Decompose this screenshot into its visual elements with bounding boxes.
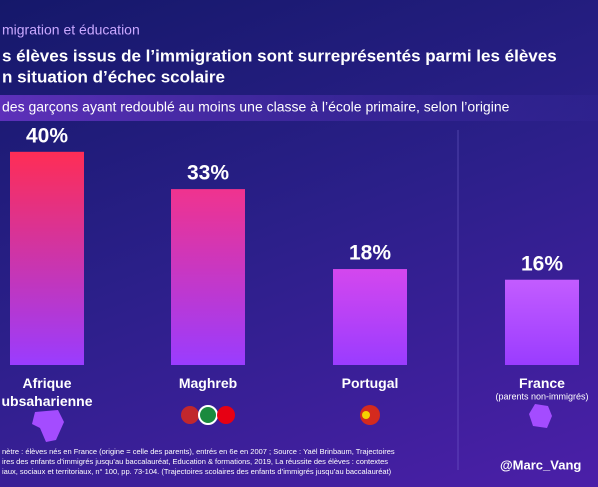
x-tick-label: Maghreb xyxy=(178,375,238,391)
subtitle-band xyxy=(0,95,598,121)
bar xyxy=(333,269,407,365)
bar xyxy=(505,279,579,365)
title: s élèves issus de l’immigration sont sur… xyxy=(2,46,557,65)
x-tick-label: Portugal xyxy=(341,375,399,391)
bar xyxy=(171,189,245,365)
africa-icon xyxy=(32,410,64,442)
footnote: nètre : élèves nés en France (origine = … xyxy=(2,447,395,456)
x-tick-label: France xyxy=(519,375,565,391)
bar xyxy=(10,151,84,365)
value-label: 16% xyxy=(521,252,563,275)
value-label: 18% xyxy=(349,242,391,265)
x-tick-label: Afrique ubsaharienne xyxy=(1,375,93,409)
subtitle: des garçons ayant redoublé au moins une … xyxy=(2,99,510,115)
flag-icon xyxy=(198,405,218,425)
footnote: iaux, sociaux et territoriaux, n° 100, p… xyxy=(2,467,392,476)
value-label: 40% xyxy=(26,124,68,147)
title: n situation d’échec scolaire xyxy=(2,67,225,86)
annotation: (parents non-immigrés) xyxy=(495,391,588,401)
flag-icon xyxy=(362,411,370,419)
france-icon xyxy=(529,404,552,428)
kicker: migration et éducation xyxy=(2,22,140,38)
credit: @Marc_Vang xyxy=(500,457,581,472)
value-label: 33% xyxy=(187,162,229,185)
footnote: ires des enfants d’immigrés jusqu’au bac… xyxy=(2,457,388,466)
flag-icon xyxy=(217,406,235,424)
flag-icon xyxy=(181,406,199,424)
